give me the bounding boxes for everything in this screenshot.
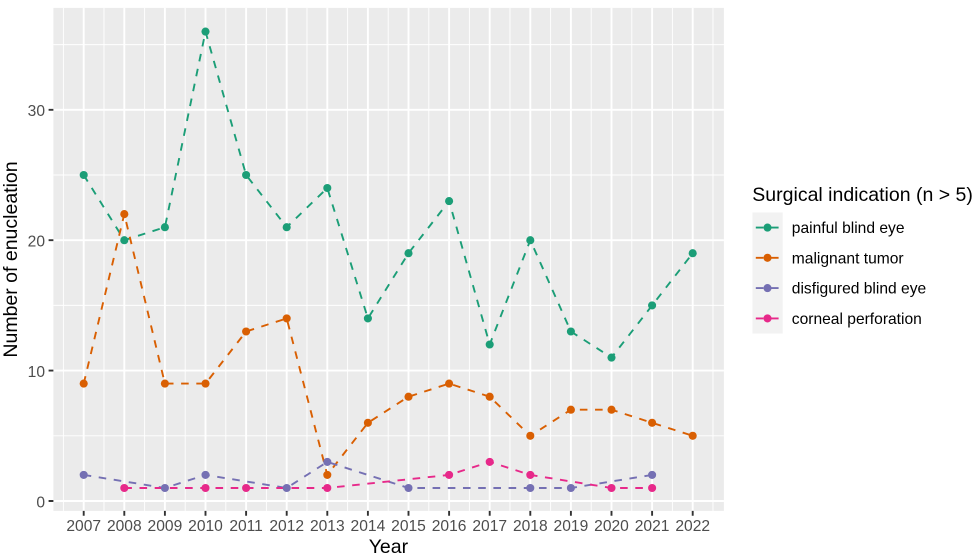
svg-text:2010: 2010 bbox=[188, 518, 223, 535]
svg-text:2012: 2012 bbox=[269, 518, 304, 535]
svg-text:2021: 2021 bbox=[635, 518, 670, 535]
svg-text:malignant tumor: malignant tumor bbox=[792, 250, 904, 267]
svg-text:disfigured blind eye: disfigured blind eye bbox=[792, 281, 926, 298]
svg-text:2013: 2013 bbox=[310, 518, 345, 535]
svg-text:2009: 2009 bbox=[148, 518, 183, 535]
svg-text:2020: 2020 bbox=[594, 518, 629, 535]
svg-text:Surgical indication (n > 5): Surgical indication (n > 5) bbox=[752, 184, 973, 206]
svg-text:2007: 2007 bbox=[66, 518, 101, 535]
svg-text:Number of enucleation: Number of enucleation bbox=[0, 161, 22, 357]
svg-text:Year: Year bbox=[369, 536, 409, 556]
svg-text:2016: 2016 bbox=[432, 518, 467, 535]
svg-text:painful blind eye: painful blind eye bbox=[792, 220, 905, 237]
svg-text:20: 20 bbox=[28, 234, 46, 251]
svg-text:2022: 2022 bbox=[675, 518, 710, 535]
svg-text:2015: 2015 bbox=[391, 518, 426, 535]
svg-text:10: 10 bbox=[28, 364, 46, 381]
svg-text:2017: 2017 bbox=[472, 518, 507, 535]
svg-text:30: 30 bbox=[28, 103, 46, 120]
svg-text:2011: 2011 bbox=[229, 518, 263, 535]
svg-text:2008: 2008 bbox=[107, 518, 142, 535]
svg-text:2019: 2019 bbox=[554, 518, 589, 535]
svg-text:2014: 2014 bbox=[351, 518, 386, 535]
svg-text:2018: 2018 bbox=[513, 518, 548, 535]
svg-text:0: 0 bbox=[36, 494, 45, 511]
svg-text:corneal perforation: corneal perforation bbox=[792, 311, 922, 328]
